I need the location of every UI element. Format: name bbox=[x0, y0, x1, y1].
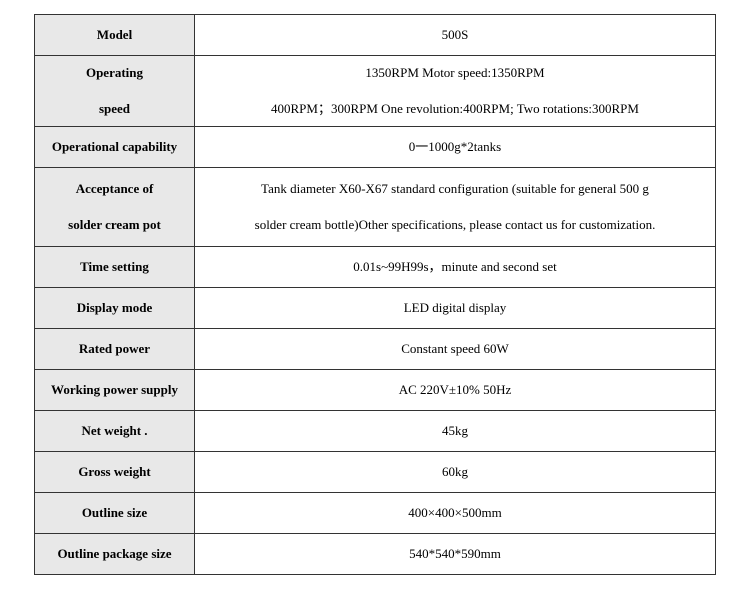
row-value: 540*540*590mm bbox=[195, 534, 716, 575]
row-label: Gross weight bbox=[35, 452, 195, 493]
row-label: Operatingspeed bbox=[35, 56, 195, 127]
row-value: 500S bbox=[195, 15, 716, 56]
table-row: Time setting 0.01s~99H99s，minute and sec… bbox=[35, 247, 716, 288]
row-value: 400×400×500mm bbox=[195, 493, 716, 534]
row-value: 60kg bbox=[195, 452, 716, 493]
table-row: Net weight . 45kg bbox=[35, 411, 716, 452]
table-row: Operatingspeed 1350RPM Motor speed:1350R… bbox=[35, 56, 716, 127]
row-label: Net weight . bbox=[35, 411, 195, 452]
row-label: Rated power bbox=[35, 329, 195, 370]
table-row: Display mode LED digital display bbox=[35, 288, 716, 329]
row-value: Constant speed 60W bbox=[195, 329, 716, 370]
table-row: Outline size 400×400×500mm bbox=[35, 493, 716, 534]
table-row: Acceptance ofsolder cream pot Tank diame… bbox=[35, 168, 716, 247]
row-label: Acceptance ofsolder cream pot bbox=[35, 168, 195, 247]
row-label: Working power supply bbox=[35, 370, 195, 411]
spec-table: Model 500S Operatingspeed 1350RPM Motor … bbox=[34, 14, 716, 575]
row-value: 0.01s~99H99s，minute and second set bbox=[195, 247, 716, 288]
row-label: Model bbox=[35, 15, 195, 56]
table-row: Operational capability 0一1000g*2tanks bbox=[35, 127, 716, 168]
row-label: Display mode bbox=[35, 288, 195, 329]
table-row: Outline package size 540*540*590mm bbox=[35, 534, 716, 575]
row-label: Time setting bbox=[35, 247, 195, 288]
row-label: Operational capability bbox=[35, 127, 195, 168]
row-value: 1350RPM Motor speed:1350RPM400RPM；300RPM… bbox=[195, 56, 716, 127]
table-row: Working power supply AC 220V±10% 50Hz bbox=[35, 370, 716, 411]
row-value: AC 220V±10% 50Hz bbox=[195, 370, 716, 411]
table-row: Gross weight 60kg bbox=[35, 452, 716, 493]
row-label: Outline package size bbox=[35, 534, 195, 575]
row-value: LED digital display bbox=[195, 288, 716, 329]
table-row: Model 500S bbox=[35, 15, 716, 56]
table-row: Rated power Constant speed 60W bbox=[35, 329, 716, 370]
row-value: 0一1000g*2tanks bbox=[195, 127, 716, 168]
row-value: 45kg bbox=[195, 411, 716, 452]
row-value: Tank diameter X60-X67 standard configura… bbox=[195, 168, 716, 247]
row-label: Outline size bbox=[35, 493, 195, 534]
